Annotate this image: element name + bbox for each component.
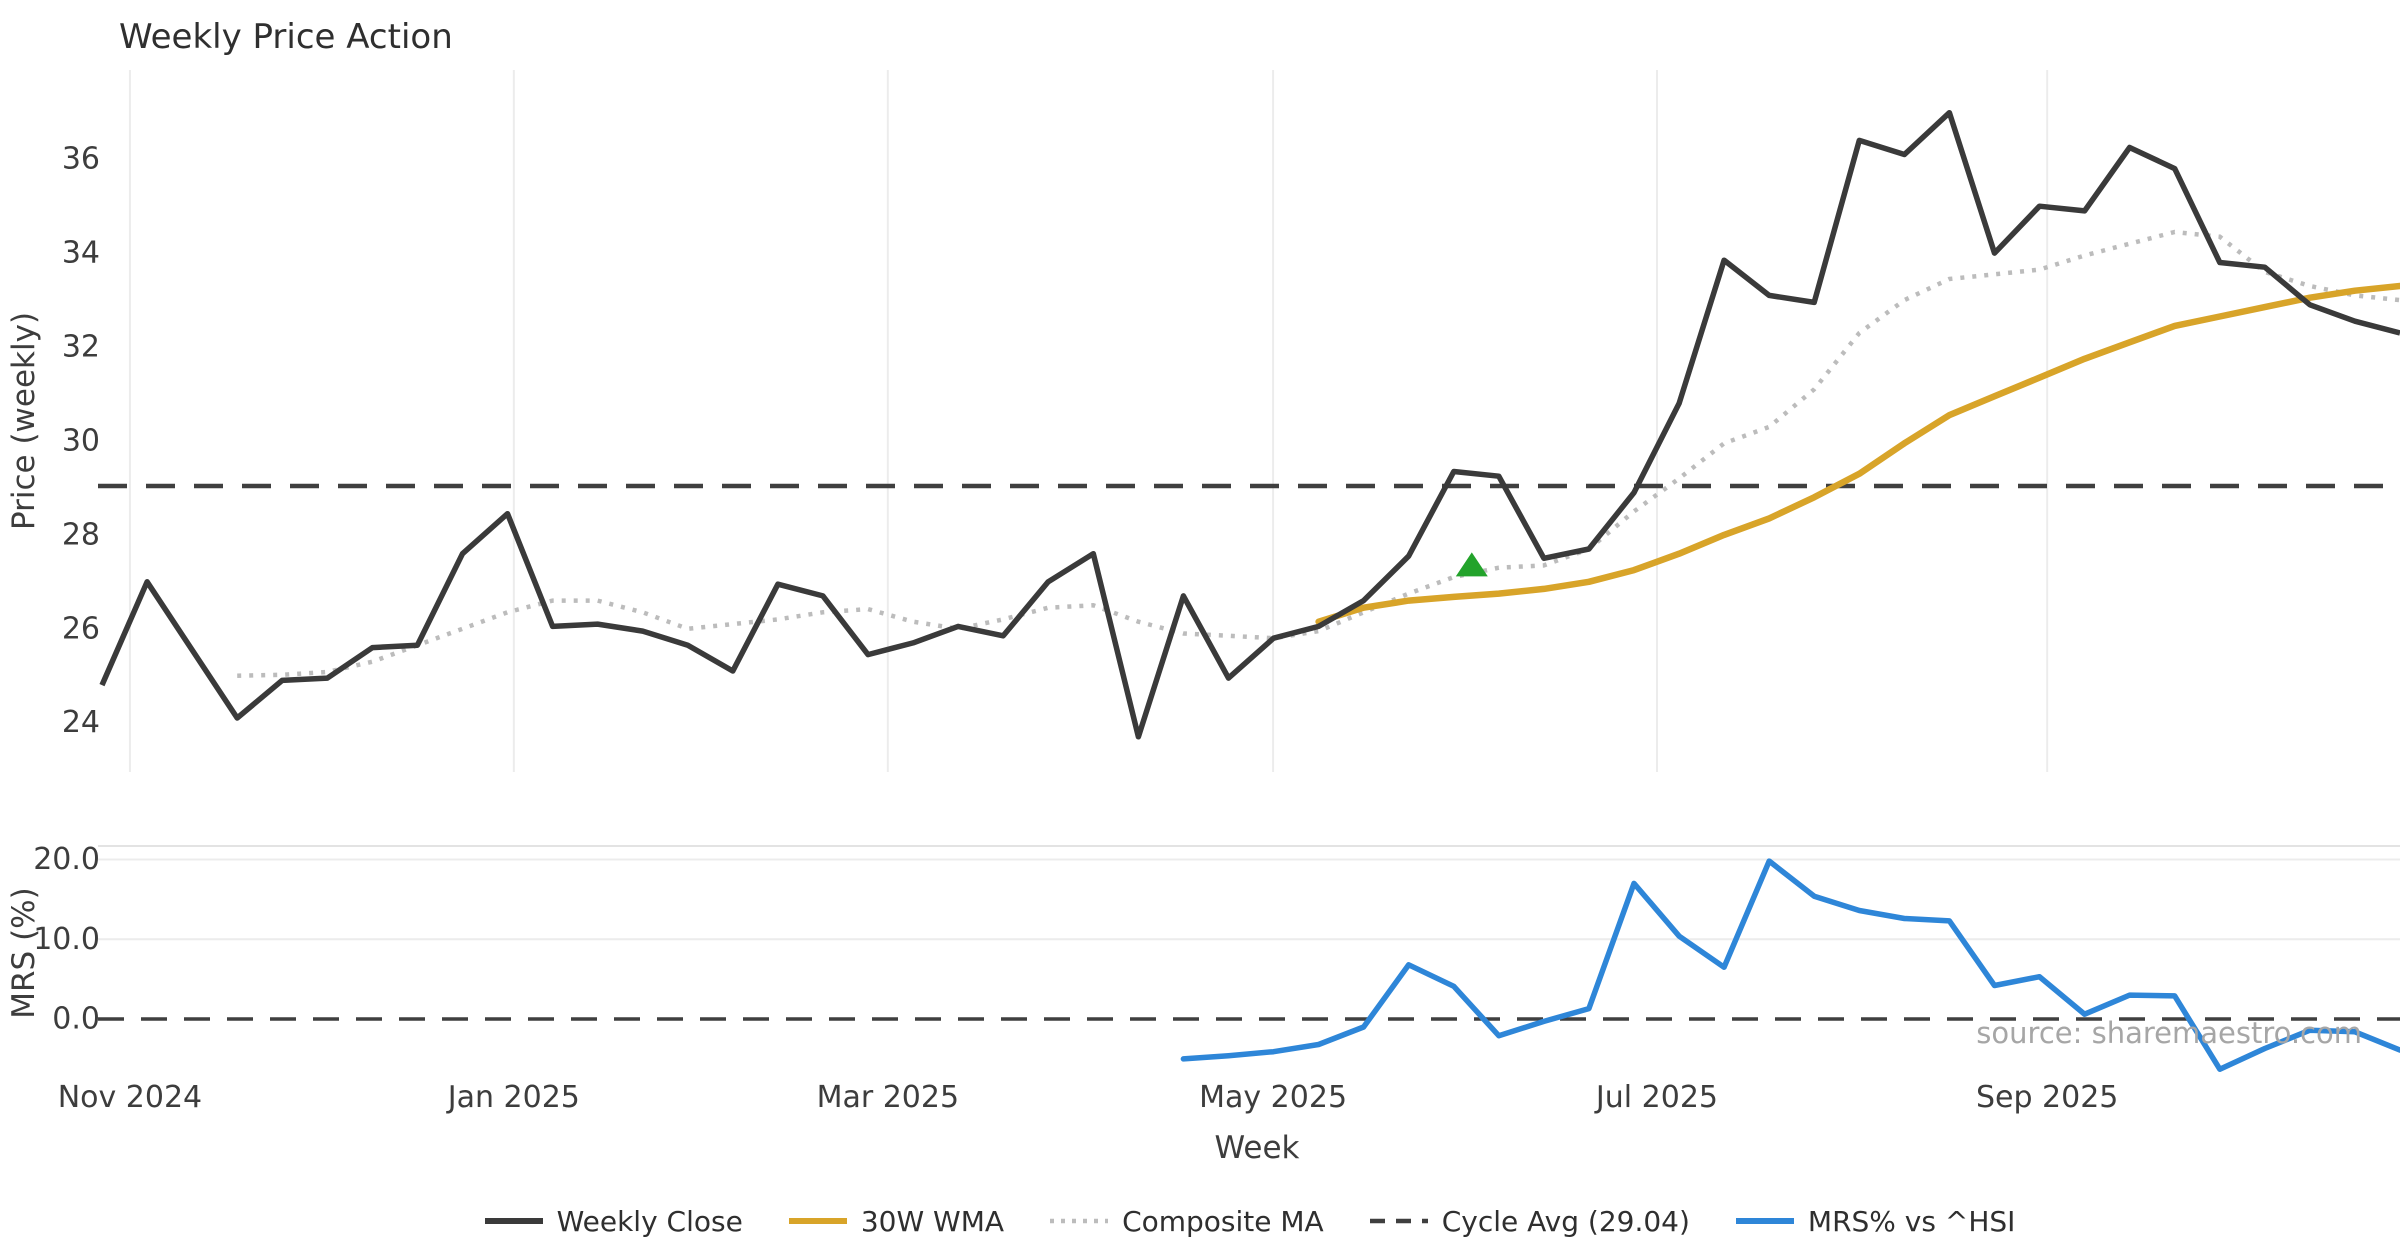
legend-item: Cycle Avg (29.04) xyxy=(1369,1204,1690,1238)
source-watermark: source: sharemaestro.com xyxy=(1976,1016,2362,1050)
x-tick-label: Jul 2025 xyxy=(1594,1080,1718,1115)
legend-item: Composite MA xyxy=(1050,1205,1324,1238)
x-tick-label: Jan 2025 xyxy=(446,1080,580,1115)
chart-series xyxy=(98,109,2400,1072)
price-ytick-label: 36 xyxy=(62,142,100,177)
price-ytick-label: 26 xyxy=(62,611,100,646)
legend-label: MRS% vs ^HSI xyxy=(1807,1204,2016,1238)
mrs-ytick-label: 0.0 xyxy=(52,1002,100,1037)
legend-line-sample-icon xyxy=(788,1218,847,1224)
x-tick-label: Sep 2025 xyxy=(1976,1080,2118,1115)
x-axis-label: Week xyxy=(1215,1130,1300,1166)
x-tick-label: May 2025 xyxy=(1199,1080,1347,1115)
legend-label: 30W WMA xyxy=(860,1204,1005,1238)
legend-item: Weekly Close xyxy=(484,1204,743,1238)
legend-label: Weekly Close xyxy=(556,1204,743,1238)
price-ytick-label: 28 xyxy=(62,517,100,552)
mrs-ytick-label: 20.0 xyxy=(33,842,100,877)
legend-line-sample-icon xyxy=(484,1218,543,1224)
legend-label: Composite MA xyxy=(1122,1204,1324,1238)
legend-item: MRS% vs ^HSI xyxy=(1735,1204,2016,1238)
weekly-close-line xyxy=(99,109,2400,740)
price-ytick-label: 30 xyxy=(62,423,100,458)
chart-legend: Weekly Close 30W WMA Composite MA Cycle Avg… xyxy=(100,1196,2400,1246)
price-ytick-label: 32 xyxy=(62,330,100,365)
legend-label: Cycle Avg (29.04) xyxy=(1441,1204,1690,1238)
legend-line-sample-icon xyxy=(1369,1218,1428,1224)
legend-line-sample-icon xyxy=(1050,1218,1109,1224)
mrs-ytick-label: 10.0 xyxy=(33,922,100,957)
chart-title: Weekly Price Action xyxy=(119,17,453,57)
price-ytick-label: 24 xyxy=(62,705,100,740)
legend-item: 30W WMA xyxy=(788,1204,1005,1238)
legend-line-sample-icon xyxy=(1735,1218,1794,1224)
tick-labels: 24 26 28 30 32 34 36 0.0 10.0 20.0 Nov 2024 Jan 202… xyxy=(33,142,2118,1115)
mrs-axis-label: MRS (%) xyxy=(6,887,42,1018)
x-tick-label: Mar 2025 xyxy=(817,1080,960,1115)
mrs-line xyxy=(1180,858,2400,1072)
composite-ma-line xyxy=(237,229,2400,678)
signal-triangle-icon xyxy=(1455,552,1488,577)
x-tick-label: Nov 2024 xyxy=(58,1080,202,1115)
gridlines xyxy=(98,70,2400,941)
price-ytick-label: 34 xyxy=(62,236,100,271)
wma-line xyxy=(1315,282,2400,625)
price-axis-label: Price (weekly) xyxy=(6,312,42,530)
